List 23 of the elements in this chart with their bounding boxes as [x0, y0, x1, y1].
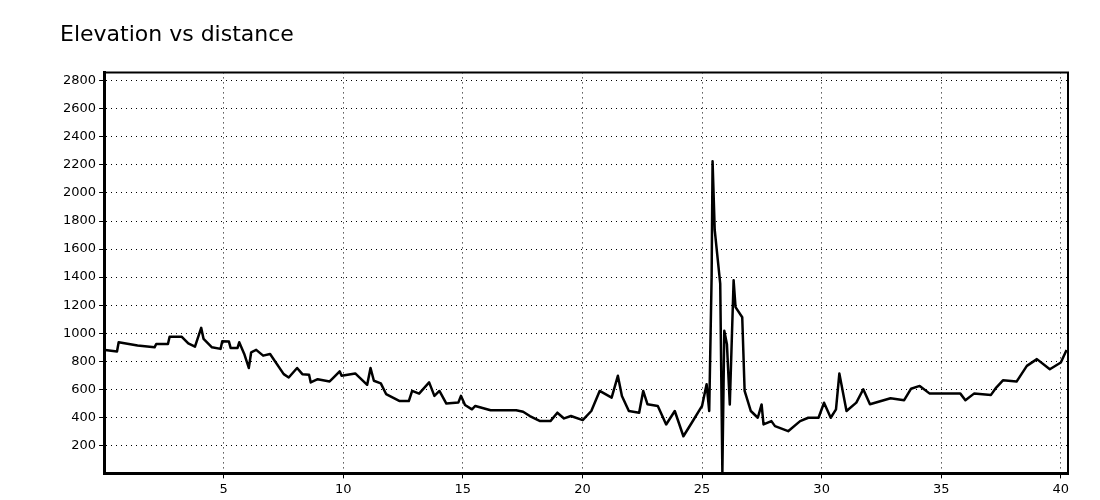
y-tick-label: 2200: [62, 156, 97, 172]
x-tick-label: 15: [454, 480, 472, 496]
y-tick-label: 2000: [62, 184, 97, 200]
y-tick-label: 1400: [62, 268, 97, 284]
x-tick-label: 40: [1052, 480, 1070, 496]
y-tick-label: 2600: [62, 100, 97, 116]
x-tick-label: 10: [335, 480, 352, 496]
y-tick-label: 1800: [62, 212, 97, 228]
y-tick-label: 800: [71, 352, 97, 368]
x-tick-label: 5: [219, 480, 228, 496]
x-tick-label: 35: [932, 480, 950, 496]
x-tick-label: 20: [574, 480, 591, 496]
y-tick-label: 1600: [62, 240, 97, 256]
y-tick-label: 1000: [62, 324, 97, 340]
y-tick-label: 2400: [62, 128, 97, 144]
chart-title: Elevation vs distance: [60, 20, 294, 46]
x-tick-label: 30: [813, 480, 830, 496]
y-tick-label: 200: [71, 436, 97, 452]
y-tick-label: 2800: [62, 72, 97, 88]
y-tick-label: 400: [71, 408, 97, 424]
y-tick-label: 1200: [62, 296, 97, 312]
x-tick-label: 25: [693, 480, 711, 496]
y-tick-label: 600: [71, 380, 97, 396]
